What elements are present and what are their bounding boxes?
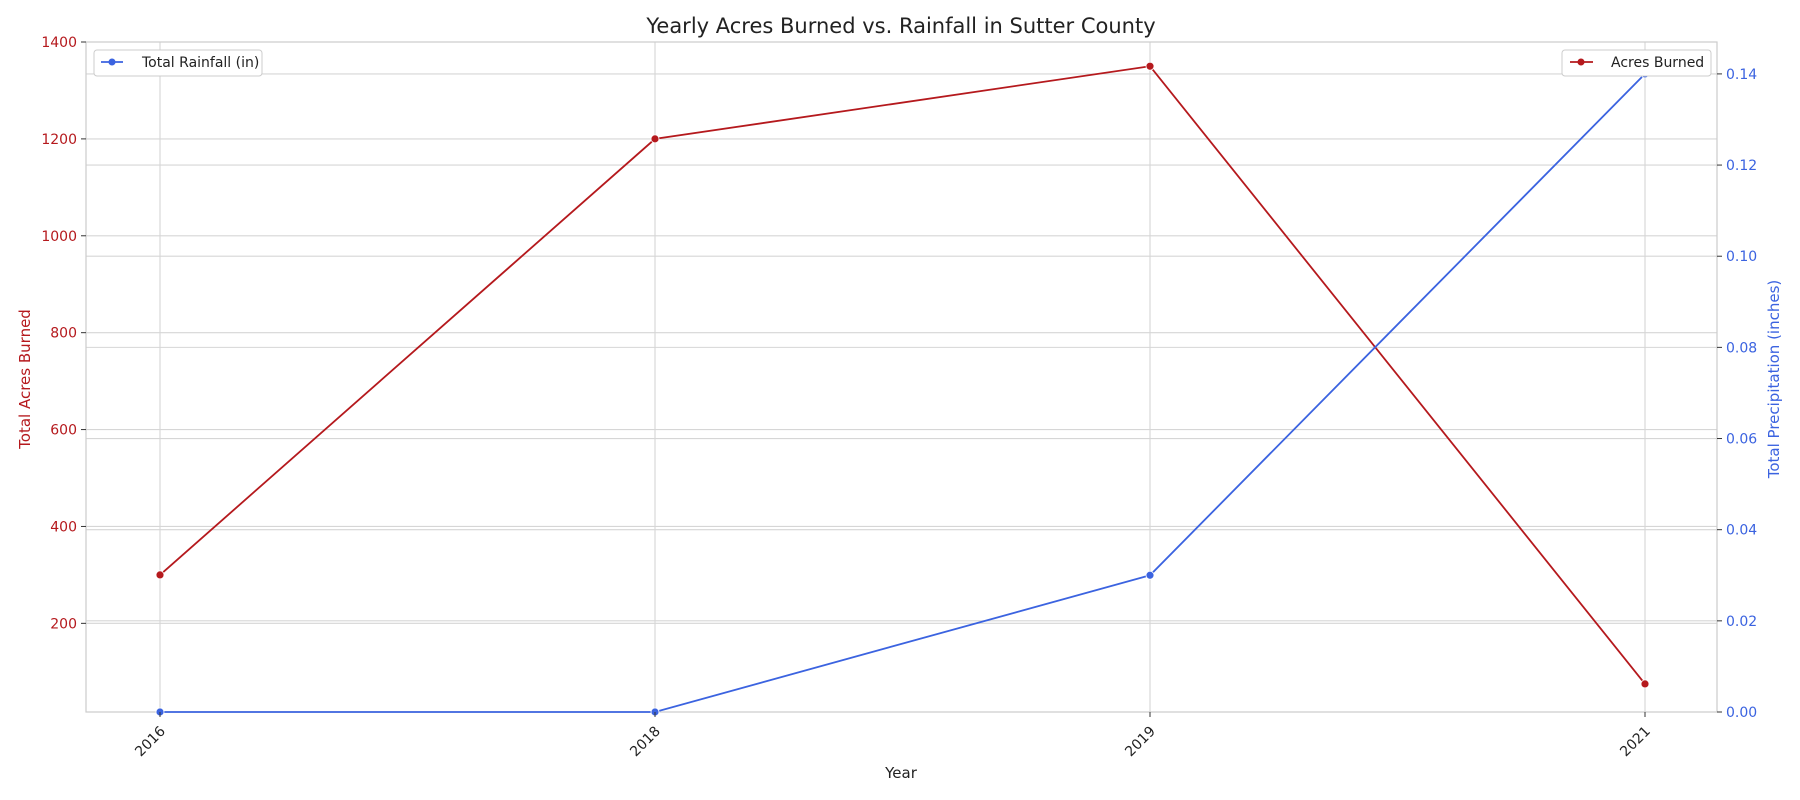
series-layer [155, 61, 1650, 717]
data-point [650, 134, 660, 144]
right-axis-ticks: 0.00 0.02 0.04 0.06 0.08 0.10 0.12 0.14 [1717, 67, 1757, 721]
left-tick-label: 1000 [41, 229, 77, 245]
legend-right: Acres Burned [1561, 49, 1712, 77]
series-total-rainfall-in [155, 69, 1650, 717]
left-axis-ticks: 200 400 600 800 1000 1200 1400 [41, 35, 86, 632]
data-point [1145, 61, 1155, 71]
right-tick-label: 0.00 [1726, 705, 1757, 721]
left-tick-label: 1200 [41, 132, 77, 148]
right-tick-label: 0.14 [1726, 67, 1757, 83]
right-tick-label: 0.02 [1726, 614, 1757, 630]
legend-left: Total Rainfall (in) [93, 49, 263, 77]
data-point [1640, 679, 1650, 689]
left-axis-title: Total Acres Burned [16, 309, 34, 450]
left-tick-label: 1400 [41, 35, 77, 51]
x-tick-label: 2021 [1617, 724, 1654, 761]
data-point [155, 570, 165, 580]
right-tick-label: 0.10 [1726, 249, 1757, 265]
legend-right-marker [1577, 58, 1585, 66]
data-point [1145, 570, 1155, 580]
left-tick-label: 200 [50, 616, 77, 632]
left-tick-label: 800 [50, 326, 77, 342]
x-tick-label: 2019 [1122, 724, 1159, 761]
x-axis-title: Year [884, 764, 918, 782]
x-axis-ticks: 2016 2018 2019 2021 [132, 712, 1654, 760]
legend-right-label: Acres Burned [1611, 55, 1704, 71]
right-axis-gridlines [86, 73, 1717, 713]
series-line [160, 73, 1646, 713]
legend-left-label: Total Rainfall (in) [141, 55, 259, 71]
legend-right-box [1561, 49, 1712, 77]
legend-left-marker [108, 58, 116, 66]
right-axis-title: Total Precipitation (inches) [1765, 280, 1783, 480]
x-tick-label: 2018 [627, 724, 664, 761]
x-axis-gridlines [159, 42, 1646, 712]
right-tick-label: 0.08 [1726, 340, 1757, 356]
left-tick-label: 600 [50, 423, 77, 439]
right-tick-label: 0.06 [1726, 432, 1757, 448]
x-tick-label: 2016 [132, 723, 169, 760]
right-tick-label: 0.12 [1726, 158, 1757, 174]
left-tick-label: 400 [50, 519, 77, 535]
left-axis-gridlines [86, 41, 1717, 624]
right-tick-label: 0.04 [1726, 523, 1757, 539]
chart-title: Yearly Acres Burned vs. Rainfall in Sutt… [645, 14, 1155, 38]
legend-left-box [93, 49, 263, 77]
plot-frame [85, 41, 1718, 713]
series-line [159, 65, 1646, 685]
series-acres-burned [155, 61, 1650, 689]
